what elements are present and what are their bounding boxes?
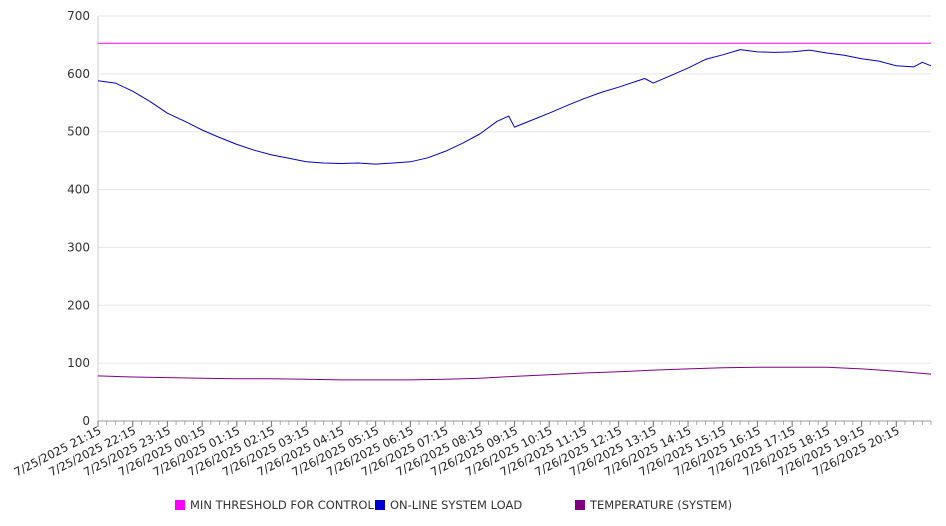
series-lines — [97, 42, 932, 381]
y-tick-label-300: 300 — [67, 240, 90, 254]
y-tick-label-200: 200 — [67, 298, 90, 312]
y-tick-label-400: 400 — [67, 183, 90, 197]
legend-label-system-load: ON-LINE SYSTEM LOAD — [390, 498, 523, 512]
grid-lines — [98, 15, 931, 364]
legend-swatch-temperature — [575, 500, 585, 510]
y-axis-ticks: 0 100 200 300 400 500 600 700 — [67, 9, 90, 428]
y-tick-label-700: 700 — [67, 9, 90, 23]
temperature-line — [97, 366, 932, 381]
legend-item-min-threshold[interactable]: MIN THRESHOLD FOR CONTROL — [175, 498, 374, 512]
legend-label-min-threshold: MIN THRESHOLD FOR CONTROL — [190, 498, 374, 512]
legend-item-system-load[interactable]: ON-LINE SYSTEM LOAD — [375, 498, 522, 512]
legend-item-temperature[interactable]: TEMPERATURE (SYSTEM) — [575, 498, 732, 512]
x-axis-ticks: 7/25/2025 21:157/25/2025 22:157/25/2025 … — [12, 423, 902, 479]
legend-swatch-min-threshold — [175, 500, 185, 510]
legend: MIN THRESHOLD FOR CONTROL ON-LINE SYSTEM… — [0, 498, 946, 518]
y-tick-label-100: 100 — [67, 356, 90, 370]
axes — [97, 16, 932, 427]
y-tick-label-500: 500 — [67, 125, 90, 139]
legend-swatch-system-load — [375, 500, 385, 510]
system-load-line — [97, 49, 932, 165]
legend-label-temperature: TEMPERATURE (SYSTEM) — [590, 498, 733, 512]
y-tick-label-0: 0 — [82, 414, 90, 428]
y-tick-label-600: 600 — [67, 67, 90, 81]
